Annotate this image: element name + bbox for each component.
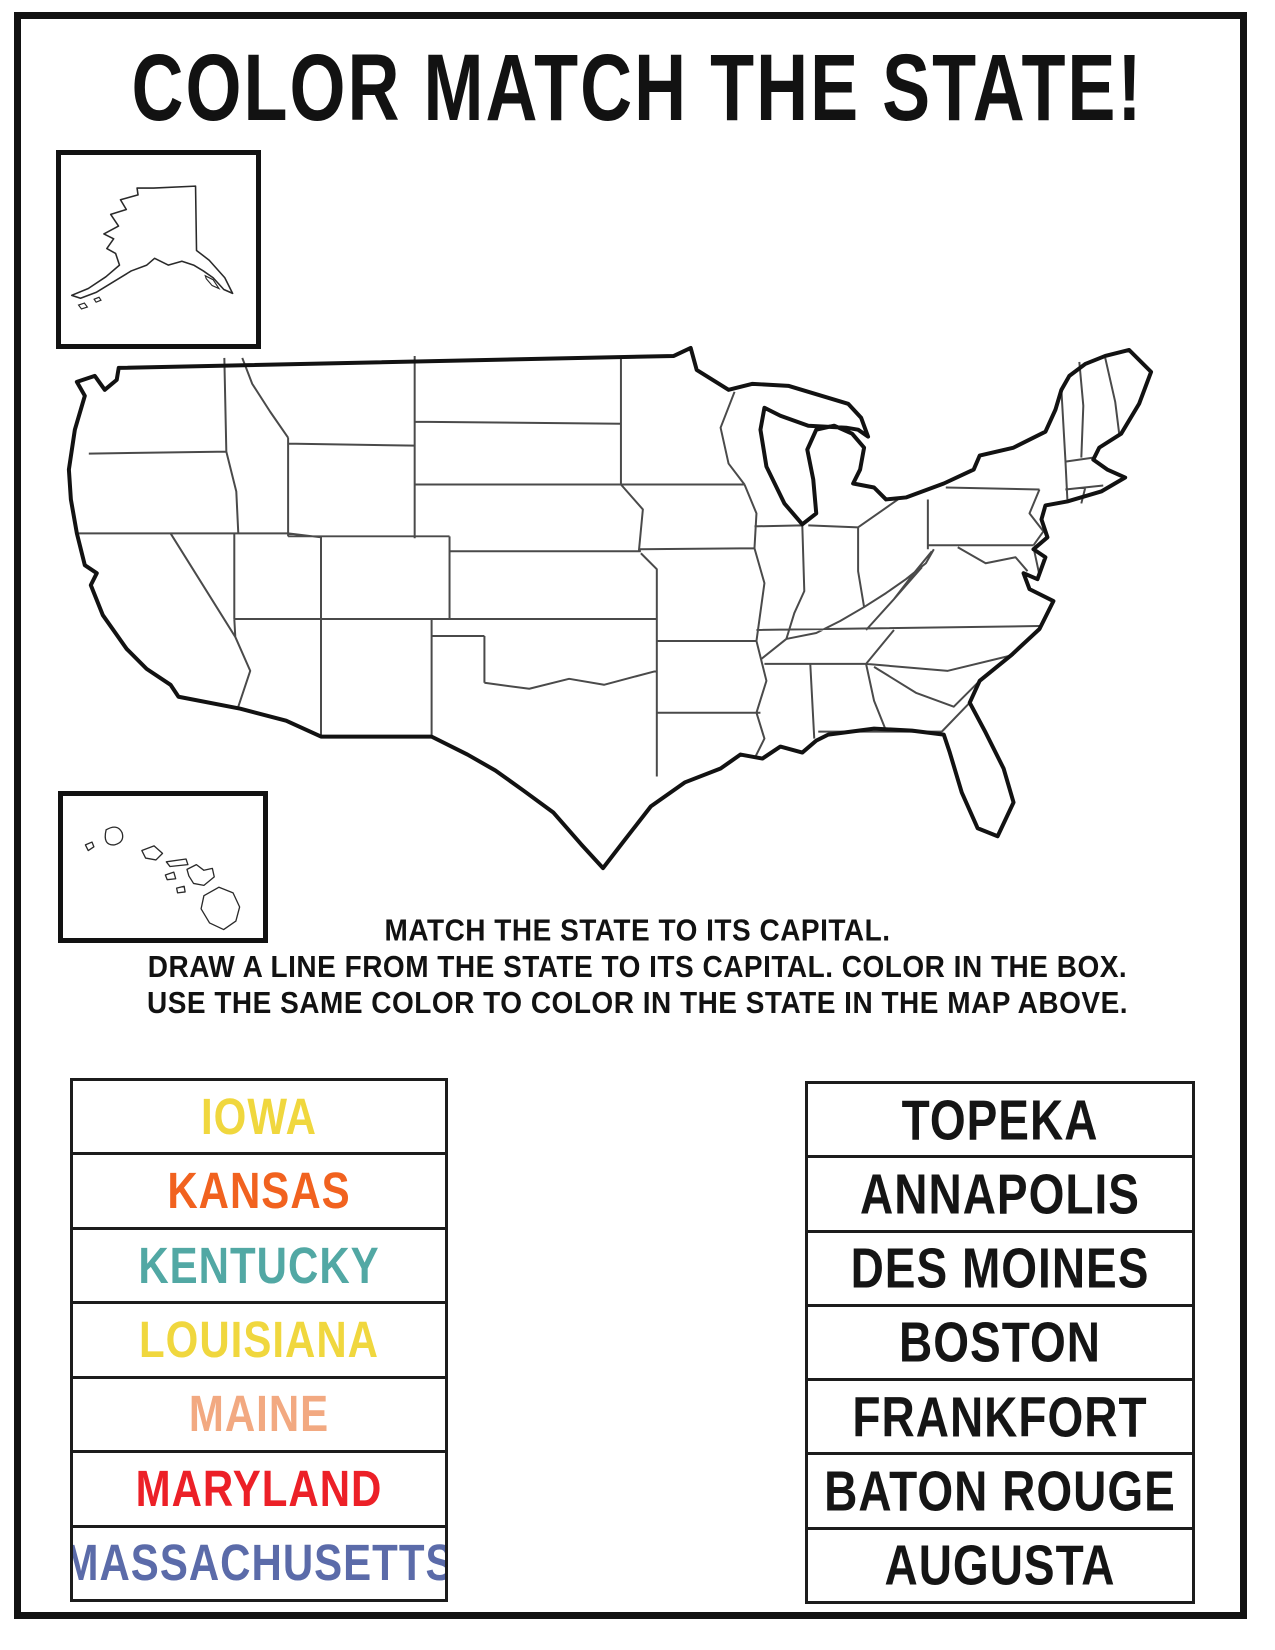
capital-row-frankfort: FRANKFORT <box>808 1378 1192 1452</box>
state-row-iowa: IOWA <box>73 1081 445 1152</box>
page-border <box>14 12 1247 1619</box>
instructions-line-2: DRAW A LINE FROM THE STATE TO ITS CAPITA… <box>147 949 1128 984</box>
capital-row-annapolis: ANNAPOLIS <box>808 1155 1192 1229</box>
hawaii-map <box>84 826 241 931</box>
capitals-table: TOPEKA ANNAPOLIS DES MOINES BOSTON FRANK… <box>805 1081 1195 1604</box>
us-coastline <box>66 345 1154 871</box>
state-row-louisiana: LOUISIANA <box>73 1301 445 1375</box>
state-row-maine: MAINE <box>73 1375 445 1450</box>
state-borders <box>76 355 1121 777</box>
capital-row-des-moines: DES MOINES <box>808 1229 1192 1304</box>
us-map <box>28 342 1180 910</box>
state-row-maryland: MARYLAND <box>73 1450 445 1524</box>
state-label: KENTUCKY <box>138 1236 380 1294</box>
state-row-kansas: KANSAS <box>73 1152 445 1226</box>
capital-row-topeka: TOPEKA <box>808 1084 1192 1155</box>
instructions: MATCH THE STATE TO ITS CAPITAL. DRAW A L… <box>0 912 1275 1021</box>
state-label: LOUISIANA <box>139 1310 379 1369</box>
capital-label: BATON ROUGE <box>824 1459 1176 1523</box>
state-label: MASSACHUSETTS <box>73 1533 445 1592</box>
state-label: KANSAS <box>167 1161 351 1220</box>
capital-label: BOSTON <box>899 1310 1101 1375</box>
state-label: IOWA <box>201 1087 317 1145</box>
capital-label: TOPEKA <box>901 1087 1099 1152</box>
hawaii-inset <box>58 791 268 943</box>
states-table: IOWA KANSAS KENTUCKY LOUISIANA MAINE MAR… <box>70 1078 448 1602</box>
capital-label: AUGUSTA <box>884 1533 1116 1598</box>
alaska-map <box>70 185 234 310</box>
state-label: MAINE <box>188 1385 330 1443</box>
state-label: MARYLAND <box>135 1459 383 1517</box>
instructions-line-1: MATCH THE STATE TO ITS CAPITAL. <box>384 913 891 948</box>
capital-label: FRANKFORT <box>852 1385 1148 1449</box>
worksheet-title: COLOR MATCH THE STATE! <box>131 35 1144 141</box>
instructions-line-3: USE THE SAME COLOR TO COLOR IN THE STATE… <box>146 985 1129 1020</box>
state-row-massachusetts: MASSACHUSETTS <box>73 1524 445 1599</box>
capital-label: DES MOINES <box>850 1236 1150 1300</box>
state-row-kentucky: KENTUCKY <box>73 1226 445 1301</box>
capital-row-augusta: AUGUSTA <box>808 1526 1192 1601</box>
capital-row-boston: BOSTON <box>808 1303 1192 1378</box>
alaska-inset <box>56 150 261 349</box>
capital-row-baton-rouge: BATON ROUGE <box>808 1452 1192 1526</box>
capital-label: ANNAPOLIS <box>860 1162 1140 1226</box>
